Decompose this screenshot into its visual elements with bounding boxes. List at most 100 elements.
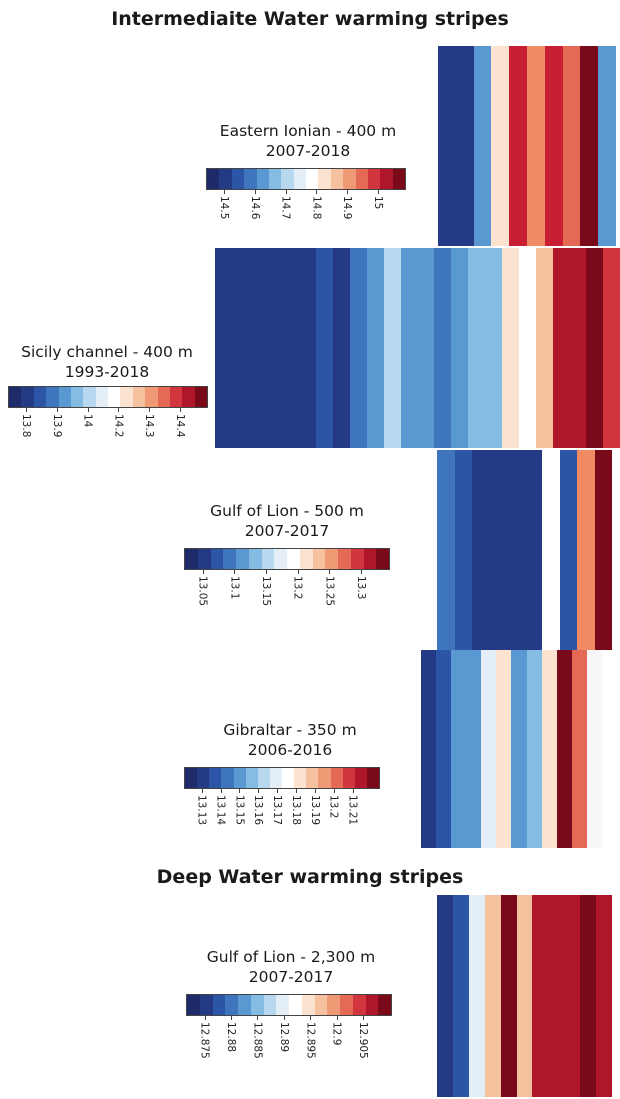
stripe [473,46,492,246]
colorbar-cell [132,387,146,407]
tick-text: 13.2 [291,576,304,600]
stripes-gulf-of-lion-2300 [437,895,612,1097]
stripe [535,248,553,448]
colorbar-cell [301,995,315,1015]
tick-text: 14.5 [218,196,230,220]
tick-text: 13.1 [228,576,241,600]
panel-years: 2007-2017 [248,968,334,986]
stripe [496,650,512,848]
colorbar-cell [199,995,213,1015]
stripe [586,248,604,448]
stripe [562,46,581,246]
colorbar-cell [182,387,195,407]
stripe [489,450,507,650]
panel-title-gulf-of-lion-2300: Gulf of Lion - 2,300 m 2007-2017 [166,947,416,987]
tick-text: 13.15 [233,795,246,826]
colorbar-gibraltar [184,767,380,789]
tick-mark [258,789,260,793]
stripe [501,248,519,448]
colorbar-cell [46,387,59,407]
colorbar-cell [376,549,389,569]
tick-text: 13.14 [214,795,227,826]
panel-years: 2007-2018 [265,142,351,160]
stripe [436,650,452,848]
tick-text: 13.16 [252,795,265,826]
stripe [265,248,283,448]
colorbar-cell [245,768,258,788]
tick-text: 14.3 [143,414,156,438]
colorbar-cell [187,995,200,1015]
panel-name: Sicily channel - 400 m [21,343,193,361]
stripe [598,46,616,246]
colorbar-ticks-gulf-of-lion-500: 13.05 13.1 13.15 13.2 13.25 13.3 [184,570,390,640]
colorbar-cell [250,995,264,1015]
tick-text: 14.8 [310,196,323,220]
stripe [400,248,418,448]
tick-mark [352,789,354,793]
colorbar-cell [340,995,353,1015]
colorbar-cell [306,768,319,788]
tick-text: 13.05 [196,576,209,607]
tick-mark [56,408,58,412]
tick-mark [149,408,151,412]
colorbar-cell [169,387,183,407]
tick-mark [361,570,363,574]
stripe [421,650,437,848]
tick-mark [204,1016,206,1020]
stripe [484,895,501,1097]
stripe [248,248,266,448]
colorbar-gulf-of-lion-2300 [186,994,392,1016]
tick-mark [378,190,379,194]
colorbar-cell [343,169,356,189]
colorbar-cell [318,169,331,189]
stripe [333,248,350,448]
tick-text: 14.4 [174,414,186,438]
colorbar-cell [299,549,313,569]
tick-mark [254,190,256,194]
tick-mark [329,570,331,574]
stripe [571,650,587,848]
tick-text: 12.88 [224,1022,237,1053]
stripe [491,46,510,246]
stripe [434,248,452,448]
colorbar-cell [244,169,257,189]
tick-mark [118,408,120,412]
colorbar-ticks-gibraltar: 13.13 13.14 13.15 13.16 13.17 13.18 13.19 13.2 1… [184,789,380,859]
tick-mark [230,1016,232,1020]
stripe [548,895,565,1097]
stripe [451,650,467,848]
colorbar-cell [282,768,295,788]
tick-mark [283,1016,285,1020]
stripe [577,450,595,650]
tick-text: 14 [81,414,94,428]
stripe [455,46,474,246]
tick-mark [224,190,225,194]
colorbar-cell [312,549,326,569]
colorbar-cell [318,768,331,788]
stripe [524,450,542,650]
colorbar-cell [294,768,307,788]
tick-text: 12.875 [198,1022,211,1059]
tick-text: 13.17 [271,795,284,826]
tick-text: 15 [372,196,384,210]
colorbar-cell [354,768,367,788]
panel-title-gibraltar: Gibraltar - 350 m 2006-2016 [160,720,420,760]
stripe [586,650,602,848]
tick-text: 13.13 [195,795,208,826]
colorbar-cell [276,995,289,1015]
colorbar-cell [197,768,210,788]
stripes-eastern-ionian [438,46,616,246]
stripe [472,450,490,650]
stripe [383,248,401,448]
colorbar-cell [108,387,121,407]
colorbar-cell [58,387,71,407]
colorbar-cell [221,768,234,788]
stripe [316,248,334,448]
colorbar-cell [210,549,224,569]
colorbar-cell [342,768,355,788]
stripe [468,895,485,1097]
stripe [580,46,599,246]
stripe [552,248,570,448]
colorbar-cell [225,995,238,1015]
colorbar-cell [197,549,211,569]
